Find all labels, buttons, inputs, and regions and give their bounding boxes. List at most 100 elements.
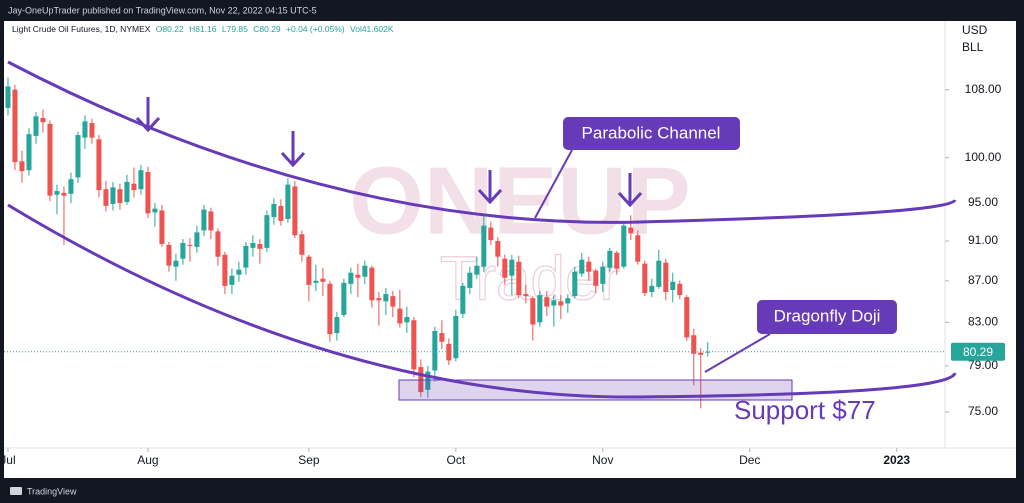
candle-body [5,86,11,108]
drawings [7,60,957,401]
candle-body [341,282,347,315]
candle-body [509,259,515,276]
candle-body [285,184,291,219]
candle-body [152,208,158,213]
legend: Light Crude Oil Futures, 1D, NYMEX O80.2… [12,24,394,34]
x-tick-label: Jul [0,453,15,467]
candle-body [75,135,81,178]
candle-body [222,254,228,286]
currency-unit: BLL [962,40,984,54]
candle-body [670,281,676,290]
candle-body [362,265,368,277]
candle-body [26,134,32,171]
candle-body [432,330,438,371]
watermark-sub: Trader [440,244,620,313]
candle-body [173,260,179,267]
candle-body [348,272,354,284]
support-zone [398,379,793,401]
arrow [477,170,503,205]
legend-value: Vol41.602K [350,24,394,34]
candle-body [355,274,361,278]
currency: USD [962,23,988,37]
candle-body [292,186,298,236]
candle-body [621,225,627,267]
legend-value: C80.29 [253,24,281,34]
candle-body [397,308,403,324]
candle-body [516,261,522,296]
candle-body [68,179,74,194]
candle-body [40,117,46,123]
candle-body [61,192,67,196]
candle-body [656,260,662,287]
callout-text: Parabolic Channel [582,123,721,142]
candle-body [159,210,165,244]
x-tick-label: 2023 [883,453,910,467]
candle-body [334,317,340,334]
last-price-box [951,342,1005,361]
candle-body [404,317,410,323]
candle-body [47,123,53,196]
candle-body [593,270,599,286]
publisher: Jay-OneUpTrader published on TradingView… [8,5,317,15]
candle-body [236,269,242,275]
candle-body [691,335,697,354]
channel-lower [7,203,957,399]
candle-body [103,189,109,206]
candle-body [299,234,305,255]
candle-body [264,215,270,248]
candle-body [523,294,529,297]
candle-body [250,242,256,248]
candle-body [187,244,193,246]
candle-body [124,181,130,203]
candle-body [110,187,116,204]
footer-text: TradingView [27,486,77,496]
candle-body [551,300,557,306]
candle-body [649,285,655,293]
candle-body [425,371,431,390]
pointer [534,149,573,219]
candle-body [383,294,389,302]
candle-body [19,161,25,172]
candle-body [194,232,200,247]
candle-body [439,333,445,342]
candle-body [117,189,123,204]
candle-body [215,231,221,257]
footer-logo [10,487,22,495]
legend-value: H81.16 [189,24,217,34]
candle-body [278,205,284,221]
legend-value: L79.85 [222,24,248,34]
y-tick-label: 79.00 [968,358,998,372]
y-tick-label: 100.00 [965,150,1002,164]
candle-body [565,298,571,304]
candle-body [600,266,606,284]
candle-body [376,298,382,301]
candle-body [271,203,277,218]
candle-body [257,243,263,249]
candle-body [201,209,207,231]
candle-body [537,295,543,323]
x-tick-label: Sep [298,453,320,467]
candle-body [586,261,592,272]
candle-body [33,116,39,136]
candle-body [411,320,417,370]
candle-body [453,316,459,359]
candle-body [705,351,711,353]
y-tick-label: 108.00 [965,82,1002,96]
support-label: Support $77 [734,395,876,425]
candle-body [82,121,88,138]
candle-body [306,256,312,285]
candle-body [180,242,186,259]
candle-body [698,352,704,355]
candle-body [369,267,375,301]
candle-body [229,275,235,285]
arrow [135,97,161,133]
candle-body [96,139,102,191]
candle-body [54,191,60,195]
arrow [280,131,306,168]
candle-body [131,183,137,191]
candle-body [460,285,466,314]
x-tick-label: Dec [739,453,760,467]
candle-body [544,297,550,307]
channel-upper [7,60,957,224]
